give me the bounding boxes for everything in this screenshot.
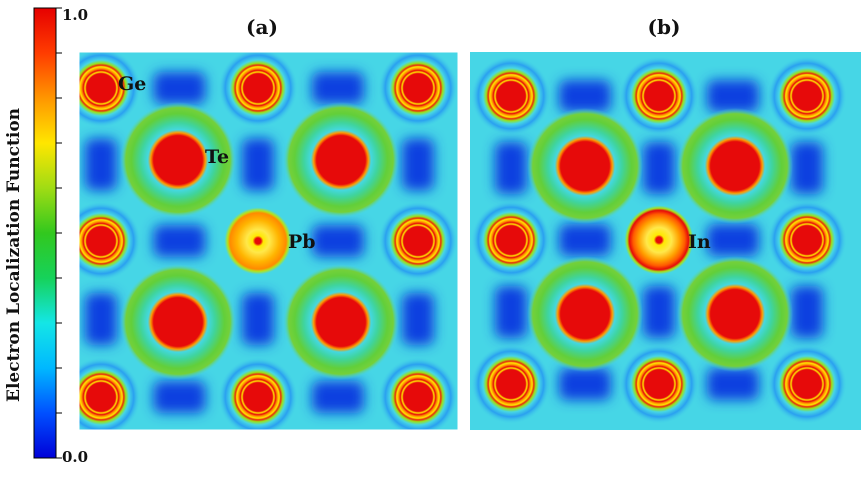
low-elf-region xyxy=(707,368,759,400)
low-elf-region xyxy=(707,224,759,256)
atom-label-pb: Pb xyxy=(288,231,316,253)
low-elf-region xyxy=(153,381,206,413)
ge-atom xyxy=(79,357,141,430)
panel-a-title: (a) xyxy=(246,15,278,39)
te-atom xyxy=(120,102,236,218)
panel-a-atoms xyxy=(79,52,458,430)
colorbar-ticks xyxy=(56,7,62,459)
low-elf-region xyxy=(707,80,759,112)
te-atom xyxy=(527,108,643,224)
low-elf-region xyxy=(791,142,823,194)
colorbar-min-label: 0.0 xyxy=(62,448,88,466)
panel-a-frame xyxy=(78,51,459,431)
low-elf-region xyxy=(312,381,364,413)
low-elf-region xyxy=(495,142,527,194)
ge-atom xyxy=(471,56,551,136)
low-elf-region xyxy=(312,72,364,104)
panel-b-blue-regions xyxy=(495,80,823,400)
low-elf-region xyxy=(153,72,206,104)
te-atom xyxy=(283,102,399,218)
te-atom xyxy=(527,256,643,372)
ge-atom xyxy=(619,344,699,424)
colorbar-bar xyxy=(33,7,57,459)
ge-atom xyxy=(767,344,847,424)
panel-a-blue-regions xyxy=(85,72,434,413)
low-elf-region xyxy=(643,286,675,338)
atom-label-in: In xyxy=(688,231,711,253)
colorbar-title: Electron Localization Function xyxy=(4,108,24,402)
te-atom xyxy=(120,264,236,380)
panel-a-center-atom xyxy=(220,203,296,279)
low-elf-region xyxy=(85,293,117,345)
ge-atom xyxy=(378,52,458,128)
ge-atom xyxy=(79,52,141,128)
colorbar-max-label: 1.0 xyxy=(62,6,88,24)
ge-atom xyxy=(79,201,141,281)
ge-atom xyxy=(619,56,699,136)
ge-atom xyxy=(378,357,458,430)
low-elf-region xyxy=(85,138,117,191)
low-elf-region xyxy=(402,293,434,345)
panel-a xyxy=(79,52,458,430)
ge-atom xyxy=(767,56,847,136)
low-elf-region xyxy=(559,368,611,400)
te-atom xyxy=(677,108,793,224)
low-elf-region xyxy=(791,286,823,338)
ge-atom xyxy=(378,201,458,281)
panel-b-center-atom xyxy=(622,203,696,277)
low-elf-region xyxy=(312,225,364,257)
te-atom xyxy=(283,264,399,380)
low-elf-region xyxy=(153,225,206,257)
panel-b xyxy=(470,52,861,430)
panel-b-atoms xyxy=(471,56,847,424)
atom-label-ge: Ge xyxy=(118,73,146,95)
te-atom xyxy=(677,256,793,372)
low-elf-region xyxy=(402,138,434,191)
ge-atom xyxy=(471,344,551,424)
low-elf-region xyxy=(559,80,611,112)
colorbar: 1.0 0.0 Electron Localization Function xyxy=(4,6,88,466)
low-elf-region xyxy=(242,138,274,191)
low-elf-region xyxy=(242,293,274,345)
atom-label-te: Te xyxy=(205,146,229,168)
ge-atom xyxy=(218,357,298,430)
ge-atom xyxy=(767,200,847,280)
panel-b-title: (b) xyxy=(648,15,681,39)
low-elf-region xyxy=(559,224,611,256)
ge-atom xyxy=(471,200,551,280)
ge-atom xyxy=(218,52,298,128)
low-elf-region xyxy=(495,286,527,338)
low-elf-region xyxy=(643,142,675,194)
